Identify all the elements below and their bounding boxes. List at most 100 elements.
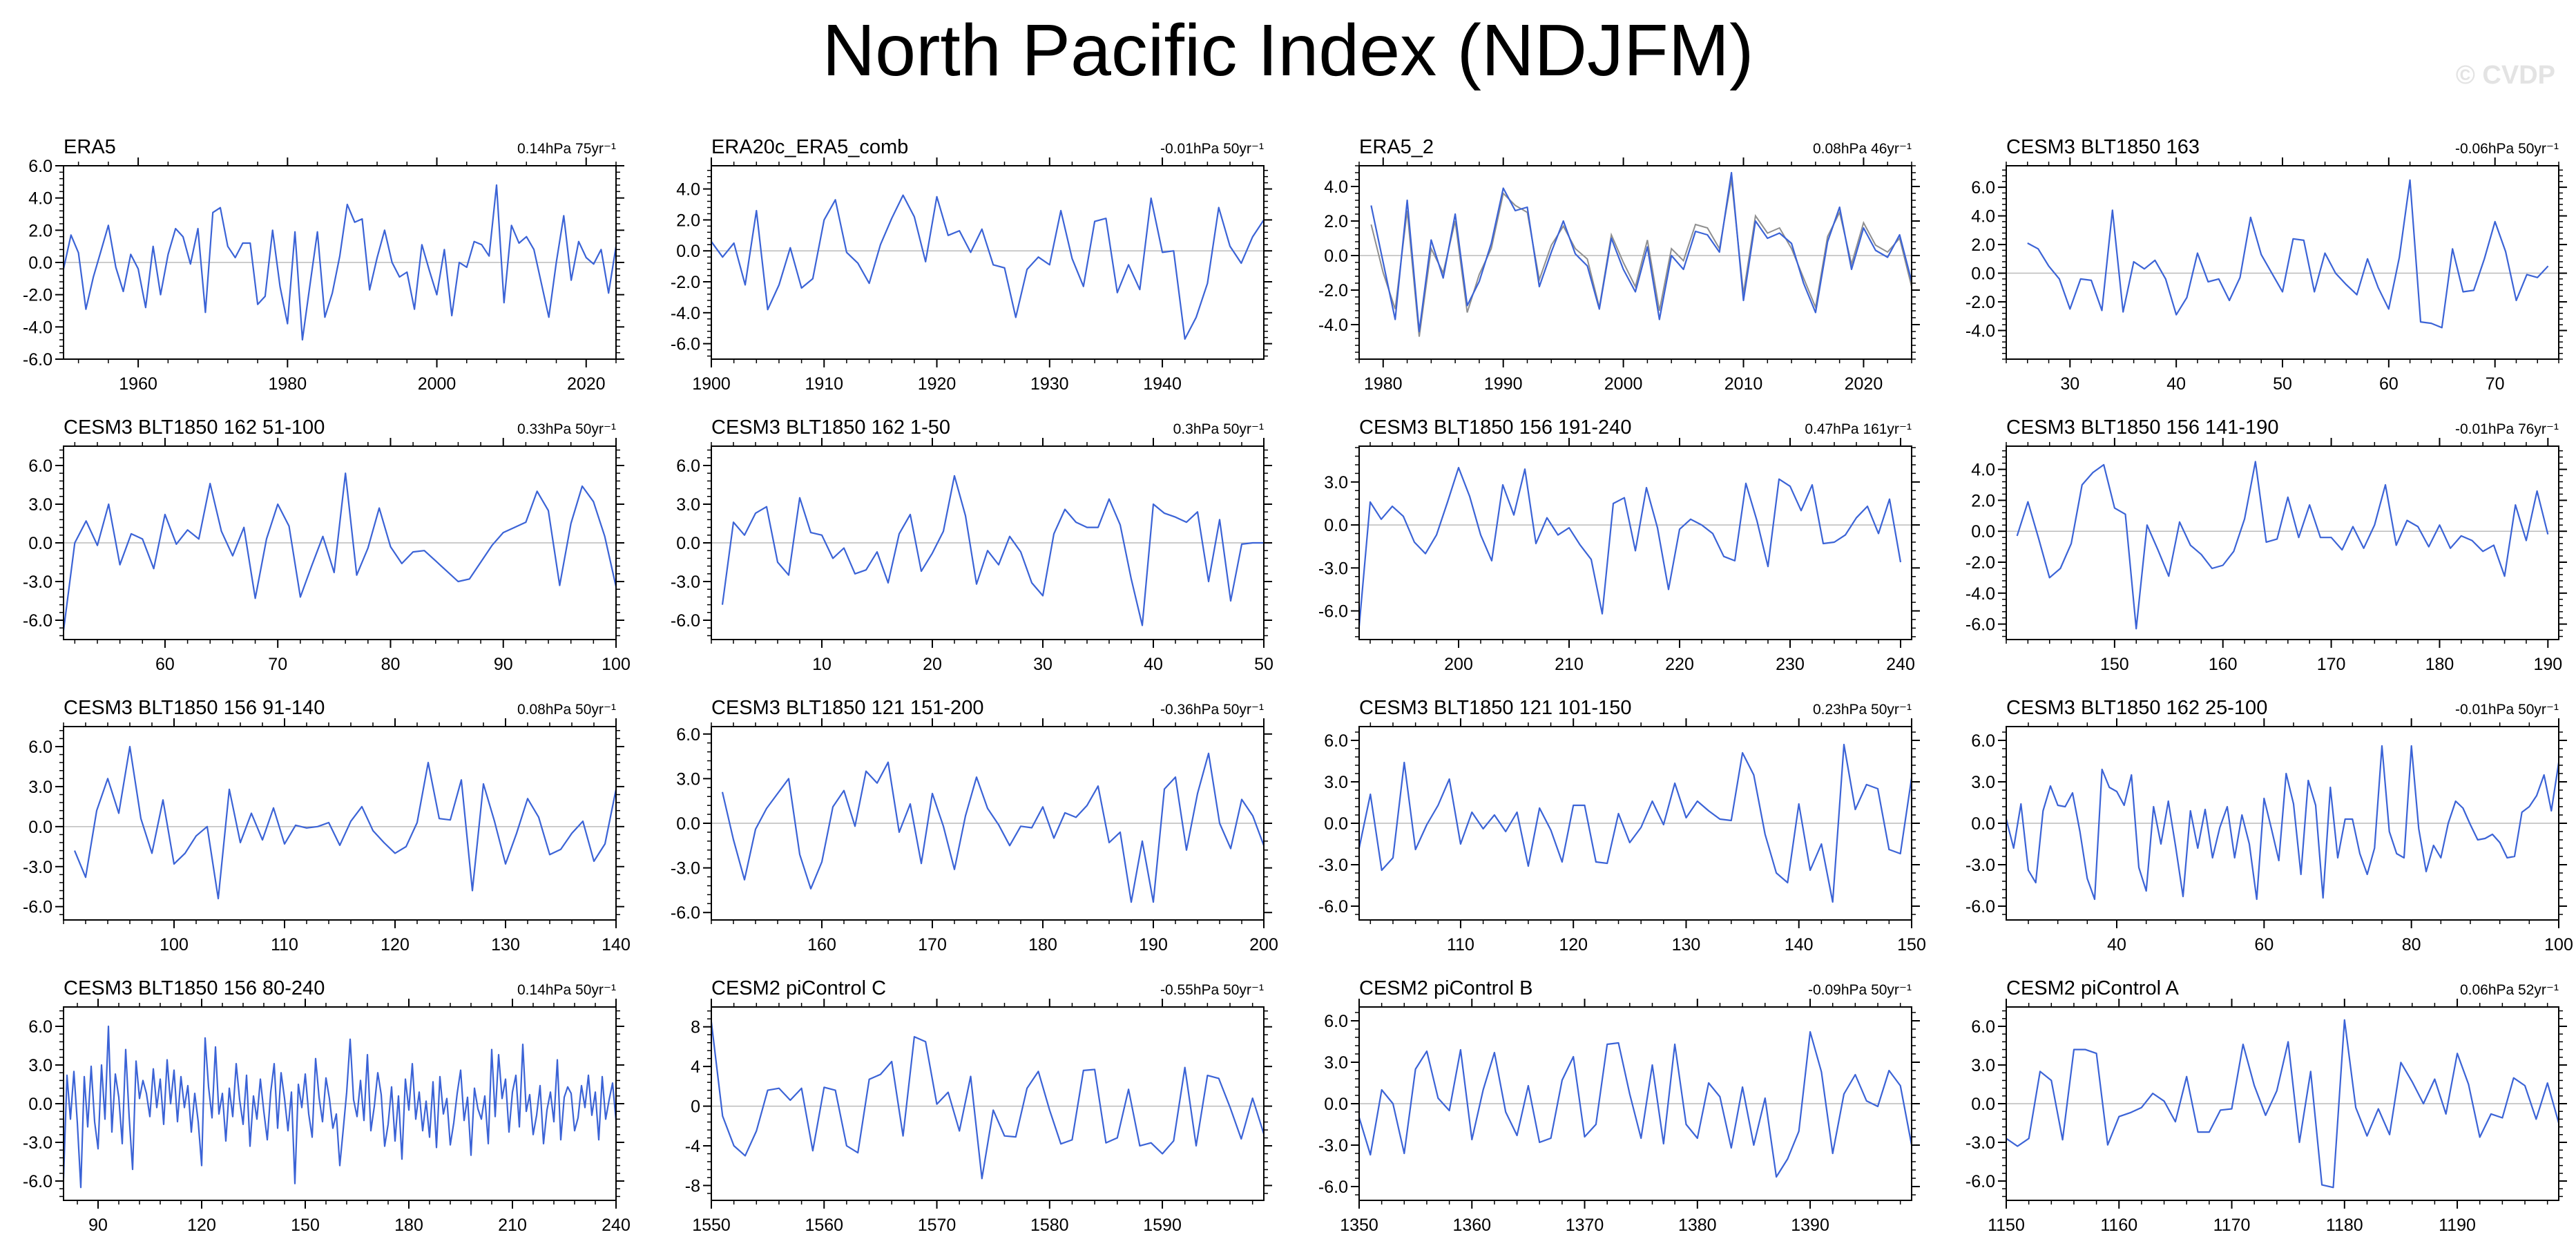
x-tick-label: 110 [271,935,298,954]
y-tick-label: 0.0 [1971,265,1995,284]
x-tick-label: 1180 [2326,1216,2363,1235]
x-tick-label: 210 [498,1216,527,1235]
y-tick-label: 6.0 [28,457,52,476]
x-tick-label: 1350 [1340,1216,1378,1235]
y-tick-label: -8 [685,1176,700,1196]
x-tick-label: 140 [602,935,631,954]
panel-title: CESM3 BLT1850 156 141-190 [2006,416,2278,439]
y-tick-label: 0.0 [1971,522,1995,541]
series-line [711,194,1265,340]
x-tick-label: 100 [2544,935,2573,954]
y-tick-label: -2.0 [1965,293,1995,312]
panel-trend: 0.3hPa 50yr⁻¹ [1173,421,1264,437]
chart-panel: CESM3 BLT1850 156 91-140 0.08hPa 50yr⁻¹ 10… [23,697,631,954]
chart-panel: CESM3 BLT1850 156 141-190 -0.01hPa 76yr⁻¹… [1965,416,2567,674]
x-tick-label: 150 [1897,935,1926,954]
chart-panel: CESM3 BLT1850 162 1-50 0.3hPa 50yr⁻¹ 10 20 3… [671,416,1273,674]
y-tick-label: -6.0 [23,611,52,631]
series-line [721,474,1264,626]
y-tick-label: 0.0 [676,242,700,261]
x-tick-label: 230 [1776,655,1805,674]
y-tick-label: 0.0 [1324,814,1348,834]
y-tick-label: -6.0 [23,1172,52,1191]
y-tick-label: -3.0 [1318,856,1348,875]
y-tick-label: 2.0 [676,211,700,230]
x-tick-label: 60 [2379,374,2399,394]
x-tick-label: 80 [2402,935,2421,954]
plot-frame [711,1006,1265,1201]
y-tick-label: -4 [685,1137,700,1156]
chart-panel: CESM3 BLT1850 121 151-200 -0.36hPa 50yr⁻¹… [671,697,1278,954]
series-line [2016,461,2549,630]
y-tick-label: -6.0 [671,335,700,354]
panel-title: CESM2 piControl A [2006,977,2179,999]
panel-title: CESM3 BLT1850 162 1-50 [711,416,950,439]
x-tick-label: 1160 [2100,1216,2137,1235]
panel-trend: 0.47hPa 161yr⁻¹ [1805,421,1912,437]
series-line [1358,1030,1913,1178]
x-tick-label: 200 [1249,935,1278,954]
series-line [62,184,617,341]
x-tick-label: 240 [1886,655,1915,674]
y-tick-label: -3.0 [23,1133,52,1153]
x-tick-label: 80 [381,655,401,674]
x-tick-label: 1150 [1988,1216,2025,1235]
x-tick-label: 70 [268,655,287,674]
panel-title: CESM2 piControl C [711,977,886,999]
series-line [62,472,617,631]
x-tick-label: 70 [2486,374,2505,394]
chart-panel: CESM3 BLT1850 162 51-100 0.33hPa 50yr⁻¹ 60… [23,416,631,674]
panel-title: CESM3 BLT1850 156 80-240 [64,977,325,999]
x-tick-label: 160 [2209,655,2238,674]
x-tick-label: 240 [602,1216,631,1235]
y-tick-label: 0.0 [676,814,700,834]
chart-panel: CESM3 BLT1850 121 101-150 0.23hPa 50yr⁻¹ 1… [1318,697,1926,954]
y-tick-label: 6.0 [1971,1017,1995,1037]
x-tick-label: 2000 [418,374,456,394]
chart-panel: CESM2 piControl A 0.06hPa 52yr⁻¹ 1150 1160 1… [1965,977,2567,1235]
panel-trend: -0.09hPa 50yr⁻¹ [1808,982,1912,998]
x-tick-label: 1920 [918,374,957,394]
plot-frame [1358,165,1912,360]
x-tick-label: 1960 [119,374,157,394]
x-tick-label: 170 [918,935,947,954]
x-tick-label: 210 [1555,655,1584,674]
x-tick-label: 200 [1444,655,1473,674]
y-tick-label: -4.0 [1965,584,1995,604]
page-title: North Pacific Index (NDJFM) [822,10,1754,91]
y-tick-label: 2.0 [28,221,52,240]
x-tick-label: 120 [381,935,410,954]
y-tick-label: 3.0 [1971,1056,1995,1075]
y-tick-label: -4.0 [1318,316,1348,335]
x-tick-label: 130 [1672,935,1701,954]
y-tick-label: -3.0 [1965,856,1995,875]
x-tick-label: 150 [2100,655,2129,674]
y-tick-label: -3.0 [1318,559,1348,578]
x-tick-label: 100 [160,935,189,954]
panel-title: CESM3 BLT1850 121 101-150 [1359,697,1631,719]
x-tick-label: 50 [1254,655,1273,674]
panel-trend: 0.33hPa 50yr⁻¹ [517,421,616,437]
y-tick-label: 3.0 [28,778,52,797]
x-tick-label: 2000 [1604,374,1643,394]
y-tick-label: -6.0 [1318,1178,1348,1197]
y-tick-label: -6.0 [23,898,52,917]
series-line [2006,1019,2560,1189]
series-line [1358,743,1913,903]
y-tick-label: -3.0 [23,573,52,592]
panel-title: CESM3 BLT1850 162 51-100 [64,416,325,439]
y-tick-label: 3.0 [676,769,700,789]
y-tick-label: 3.0 [1324,773,1348,792]
panel-trend: 0.08hPa 50yr⁻¹ [517,702,616,718]
x-tick-label: 1940 [1143,374,1182,394]
plot-frame [2006,445,2559,640]
series-line [73,745,617,900]
y-tick-label: 4.0 [676,180,700,200]
chart-panel: CESM2 piControl C -0.55hPa 50yr⁻¹ 1550 1560… [685,977,1272,1235]
x-tick-label: 90 [88,1216,108,1235]
series-line-secondary [1370,179,1912,337]
y-tick-label: -2.0 [23,286,52,305]
x-tick-label: 140 [1785,935,1814,954]
y-tick-label: 3.0 [28,495,52,515]
